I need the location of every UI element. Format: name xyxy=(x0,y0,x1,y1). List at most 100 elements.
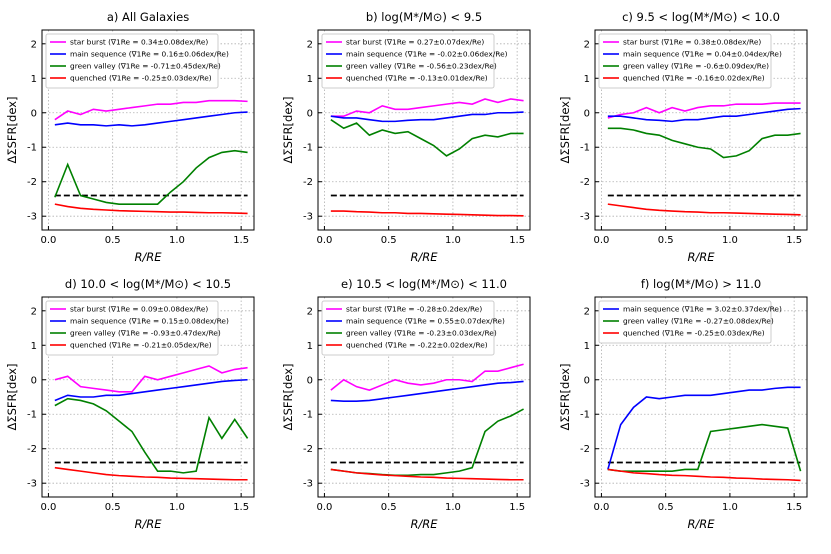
series-line xyxy=(330,363,524,391)
y-tick-label: 1 xyxy=(584,74,590,85)
y-tick-label: -2 xyxy=(303,177,313,188)
legend-label: star burst (∇1Re = 0.27±0.07dex/Re) xyxy=(346,38,484,47)
y-tick-label: 2 xyxy=(31,306,37,317)
legend-label: quenched (∇1Re = -0.25±0.03dex/Re) xyxy=(623,329,765,338)
legend-box xyxy=(321,300,495,356)
plot-frame xyxy=(594,296,808,498)
series-line xyxy=(330,98,524,118)
series-line xyxy=(54,378,248,402)
x-axis-label: R/RE xyxy=(687,250,715,264)
series-line xyxy=(54,149,248,205)
y-tick-label: -2 xyxy=(580,444,590,455)
x-tick-label: 0.0 xyxy=(40,502,56,513)
legend-label: main sequence (∇1Re = 3.02±0.37dex/Re) xyxy=(623,305,782,314)
x-tick-label: 0.5 xyxy=(658,502,674,513)
plot-frame xyxy=(317,29,531,231)
legend-label: green valley (∇1Re = -0.71±0.45dex/Re) xyxy=(70,62,221,71)
x-tick-label: 0.0 xyxy=(593,502,609,513)
y-tick-label: -1 xyxy=(27,410,37,421)
x-tick-label: 1.5 xyxy=(786,502,802,513)
legend-label: main sequence (∇1Re = 0.16±0.06dex/Re) xyxy=(70,50,229,59)
y-tick-label: 0 xyxy=(584,375,590,386)
x-axis-label: R/RE xyxy=(410,517,438,531)
panel-title: e) 10.5 < log(M*/M⊙) < 11.0 xyxy=(341,277,507,291)
x-tick-label: 0.5 xyxy=(658,235,674,246)
series-line xyxy=(607,203,801,216)
series-line xyxy=(54,397,249,474)
y-tick-label: 1 xyxy=(31,74,37,85)
series-line xyxy=(607,107,801,123)
panel-title: f) log(M*/M⊙) > 11.0 xyxy=(641,277,761,291)
series-line xyxy=(54,466,248,481)
y-tick-label: -3 xyxy=(303,479,313,490)
x-axis-label: R/RE xyxy=(134,517,162,531)
x-tick-label: 0.5 xyxy=(105,502,121,513)
legend-box xyxy=(45,33,219,89)
legend-box xyxy=(45,300,219,356)
x-tick-label: 1.0 xyxy=(169,502,185,513)
y-tick-label: -2 xyxy=(580,177,590,188)
legend-label: star burst (∇1Re = 0.38±0.08dex/Re) xyxy=(623,38,761,47)
y-tick-label: -3 xyxy=(27,212,37,223)
y-axis-label: ΔΣSFR[dex] xyxy=(281,97,295,164)
series-line xyxy=(330,118,524,157)
series-line xyxy=(607,423,802,472)
legend-label: green valley (∇1Re = -0.6±0.09dex/Re) xyxy=(623,62,769,71)
x-axis-label: R/RE xyxy=(687,517,715,531)
y-tick-label: -1 xyxy=(580,143,590,154)
y-tick-label: 1 xyxy=(307,341,313,352)
y-tick-label: -1 xyxy=(303,143,313,154)
legend-label: green valley (∇1Re = -0.56±0.23dex/Re) xyxy=(346,62,497,71)
y-tick-label: 0 xyxy=(307,375,313,386)
legend-label: green valley (∇1Re = -0.23±0.03dex/Re) xyxy=(346,329,497,338)
panel-title: d) 10.0 < log(M*/M⊙) < 10.5 xyxy=(65,277,231,291)
x-axis-label: R/RE xyxy=(134,250,162,264)
y-tick-label: -2 xyxy=(303,444,313,455)
x-tick-label: 1.5 xyxy=(233,502,249,513)
legend-label: quenched (∇1Re = -0.25±0.03dex/Re) xyxy=(70,74,212,83)
y-axis-label: ΔΣSFR[dex] xyxy=(5,97,19,164)
x-tick-label: 0.0 xyxy=(593,235,609,246)
plot-frame xyxy=(41,29,255,231)
x-tick-label: 0.5 xyxy=(105,235,121,246)
series-line xyxy=(330,380,524,402)
legend-label: star burst (∇1Re = -0.28±0.2dex/Re) xyxy=(346,305,482,314)
y-tick-label: -2 xyxy=(27,177,37,188)
series-line xyxy=(54,203,248,215)
series-line xyxy=(607,386,801,470)
plot-frame xyxy=(41,296,255,498)
legend-label: main sequence (∇1Re = 0.04±0.04dex/Re) xyxy=(623,50,782,59)
legend-label: quenched (∇1Re = -0.21±0.05dex/Re) xyxy=(70,341,212,350)
y-tick-label: -2 xyxy=(27,444,37,455)
y-tick-label: 2 xyxy=(31,39,37,50)
plot-frame xyxy=(317,296,531,498)
legend-box xyxy=(321,33,495,89)
x-axis-label: R/RE xyxy=(410,250,438,264)
y-tick-label: 2 xyxy=(307,39,313,50)
y-axis-label: ΔΣSFR[dex] xyxy=(558,97,572,164)
series-line xyxy=(54,365,248,393)
legend-label: main sequence (∇1Re = 0.55±0.07dex/Re) xyxy=(346,317,505,326)
y-tick-label: -3 xyxy=(27,479,37,490)
x-tick-label: 1.0 xyxy=(722,502,738,513)
y-tick-label: -3 xyxy=(303,212,313,223)
y-tick-label: -3 xyxy=(580,212,590,223)
y-tick-label: -1 xyxy=(580,410,590,421)
y-axis-label: ΔΣSFR[dex] xyxy=(5,364,19,431)
x-tick-label: 1.5 xyxy=(509,502,525,513)
y-tick-label: -1 xyxy=(27,143,37,154)
x-tick-label: 0.0 xyxy=(316,502,332,513)
x-tick-label: 1.0 xyxy=(169,235,185,246)
series-line xyxy=(54,111,248,127)
x-tick-label: 0.5 xyxy=(381,502,397,513)
x-tick-label: 1.5 xyxy=(509,235,525,246)
series-line xyxy=(607,127,801,159)
y-tick-label: 1 xyxy=(31,341,37,352)
y-tick-label: 1 xyxy=(307,74,313,85)
x-tick-label: 1.0 xyxy=(445,235,461,246)
x-tick-label: 1.0 xyxy=(722,235,738,246)
series-line xyxy=(330,111,524,123)
legend-label: quenched (∇1Re = -0.22±0.02dex/Re) xyxy=(346,341,488,350)
y-tick-label: 0 xyxy=(584,108,590,119)
